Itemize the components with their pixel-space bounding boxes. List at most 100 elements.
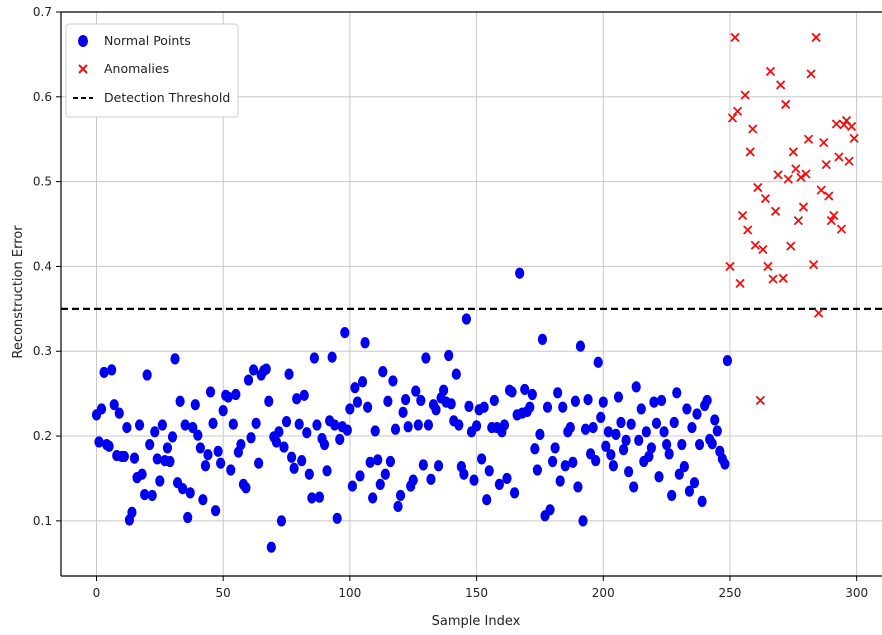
normal-point xyxy=(636,403,646,415)
anomaly-point xyxy=(819,137,829,148)
normal-point xyxy=(347,480,358,492)
normal-point xyxy=(720,458,730,470)
normal-point xyxy=(142,369,152,381)
anomaly-point-stroke xyxy=(803,134,814,144)
normal-point xyxy=(598,396,608,408)
normal-point xyxy=(403,421,413,433)
anomaly-point-stroke xyxy=(791,164,801,174)
normal-point xyxy=(188,421,198,434)
anomaly-point xyxy=(743,225,753,235)
normal-point xyxy=(446,398,456,410)
normal-point xyxy=(694,438,705,451)
anomaly-point-stroke xyxy=(798,202,809,212)
anomaly-point-stroke xyxy=(750,240,760,250)
anomaly-point-stroke xyxy=(748,124,758,134)
anomaly-point xyxy=(826,216,836,226)
normal-point xyxy=(530,443,540,455)
normal-point xyxy=(134,419,145,431)
normal-point xyxy=(107,364,117,376)
normal-point xyxy=(357,376,368,388)
normal-point xyxy=(613,391,624,403)
anomaly-point-stroke xyxy=(781,99,791,110)
normal-point xyxy=(669,416,679,429)
normal-point xyxy=(573,481,583,493)
normal-point xyxy=(606,449,616,461)
normal-point xyxy=(378,366,388,378)
normal-point xyxy=(575,340,586,352)
normal-point xyxy=(464,400,474,412)
normal-point xyxy=(507,386,517,398)
anomaly-point xyxy=(737,210,748,221)
normal-point xyxy=(649,396,659,408)
anomaly-point-stroke xyxy=(824,191,834,201)
anomaly-point-stroke xyxy=(745,147,755,157)
normal-point xyxy=(431,404,441,416)
normal-point xyxy=(646,442,657,454)
normal-point xyxy=(152,453,162,465)
anomaly-point-stroke xyxy=(806,69,816,79)
anomaly-point-stroke xyxy=(836,224,847,234)
normal-point xyxy=(193,429,203,441)
normal-point xyxy=(352,396,363,408)
anomaly-point xyxy=(773,170,783,180)
anomaly-point-stroke xyxy=(816,185,826,195)
anomaly-point-stroke xyxy=(768,274,778,284)
normal-point xyxy=(223,391,233,403)
legend-normal-label: Normal Points xyxy=(104,33,191,48)
normal-point xyxy=(248,364,259,376)
normal-point xyxy=(274,426,284,438)
normal-point xyxy=(304,468,314,480)
normal-point xyxy=(689,477,700,489)
normal-point xyxy=(145,438,155,451)
anomaly-point xyxy=(816,185,826,195)
legend-anomaly-marker xyxy=(78,64,88,74)
normal-point xyxy=(271,436,281,448)
normal-point xyxy=(542,401,553,413)
normal-point xyxy=(398,406,408,418)
normal-point xyxy=(482,494,492,506)
anomaly-point xyxy=(770,206,781,216)
normal-point xyxy=(216,457,226,469)
anomaly-point xyxy=(831,119,842,129)
anomaly-point xyxy=(763,261,773,272)
normal-point xyxy=(286,451,297,463)
normal-point xyxy=(185,487,195,499)
normal-point xyxy=(682,403,692,415)
normal-point xyxy=(276,515,287,527)
normal-point xyxy=(459,468,469,480)
y-tick-label: 0.2 xyxy=(33,429,52,443)
anomaly-point-stroke xyxy=(763,261,773,272)
normal-point xyxy=(692,408,702,420)
normal-point xyxy=(203,449,213,461)
normal-point xyxy=(350,382,360,394)
normal-point xyxy=(183,511,193,524)
normal-point xyxy=(469,474,479,486)
normal-point xyxy=(119,450,129,463)
normal-point xyxy=(662,438,672,451)
anomaly-point-stroke xyxy=(811,32,821,43)
normal-point xyxy=(264,395,274,407)
legend-anomaly-label: Anomalies xyxy=(104,61,169,76)
legend-box xyxy=(65,23,239,118)
normal-point xyxy=(279,441,289,453)
normal-point xyxy=(631,381,641,393)
normal-point xyxy=(596,411,606,424)
anomaly-point-stroke xyxy=(760,193,771,204)
normal-point xyxy=(309,352,319,364)
anomaly-point-stroke xyxy=(778,273,788,283)
normal-point xyxy=(621,434,631,446)
anomaly-point xyxy=(768,274,778,284)
normal-point xyxy=(413,419,423,431)
normal-point xyxy=(411,385,421,397)
normal-point xyxy=(644,450,654,463)
normal-point xyxy=(180,419,190,431)
tick-labels: 0 50 100 150 200 250 300 0.1 0.2 0.3 0.4 0.5 0.6 0.7 xyxy=(33,5,868,600)
normal-point xyxy=(601,440,611,452)
anomaly-point xyxy=(806,69,816,79)
normal-point xyxy=(421,352,431,364)
y-tick-label: 0.1 xyxy=(33,514,52,528)
normal-point xyxy=(312,419,322,431)
anomaly-point-stroke xyxy=(737,210,748,221)
anomaly-point xyxy=(798,202,809,212)
normal-point xyxy=(195,442,205,454)
